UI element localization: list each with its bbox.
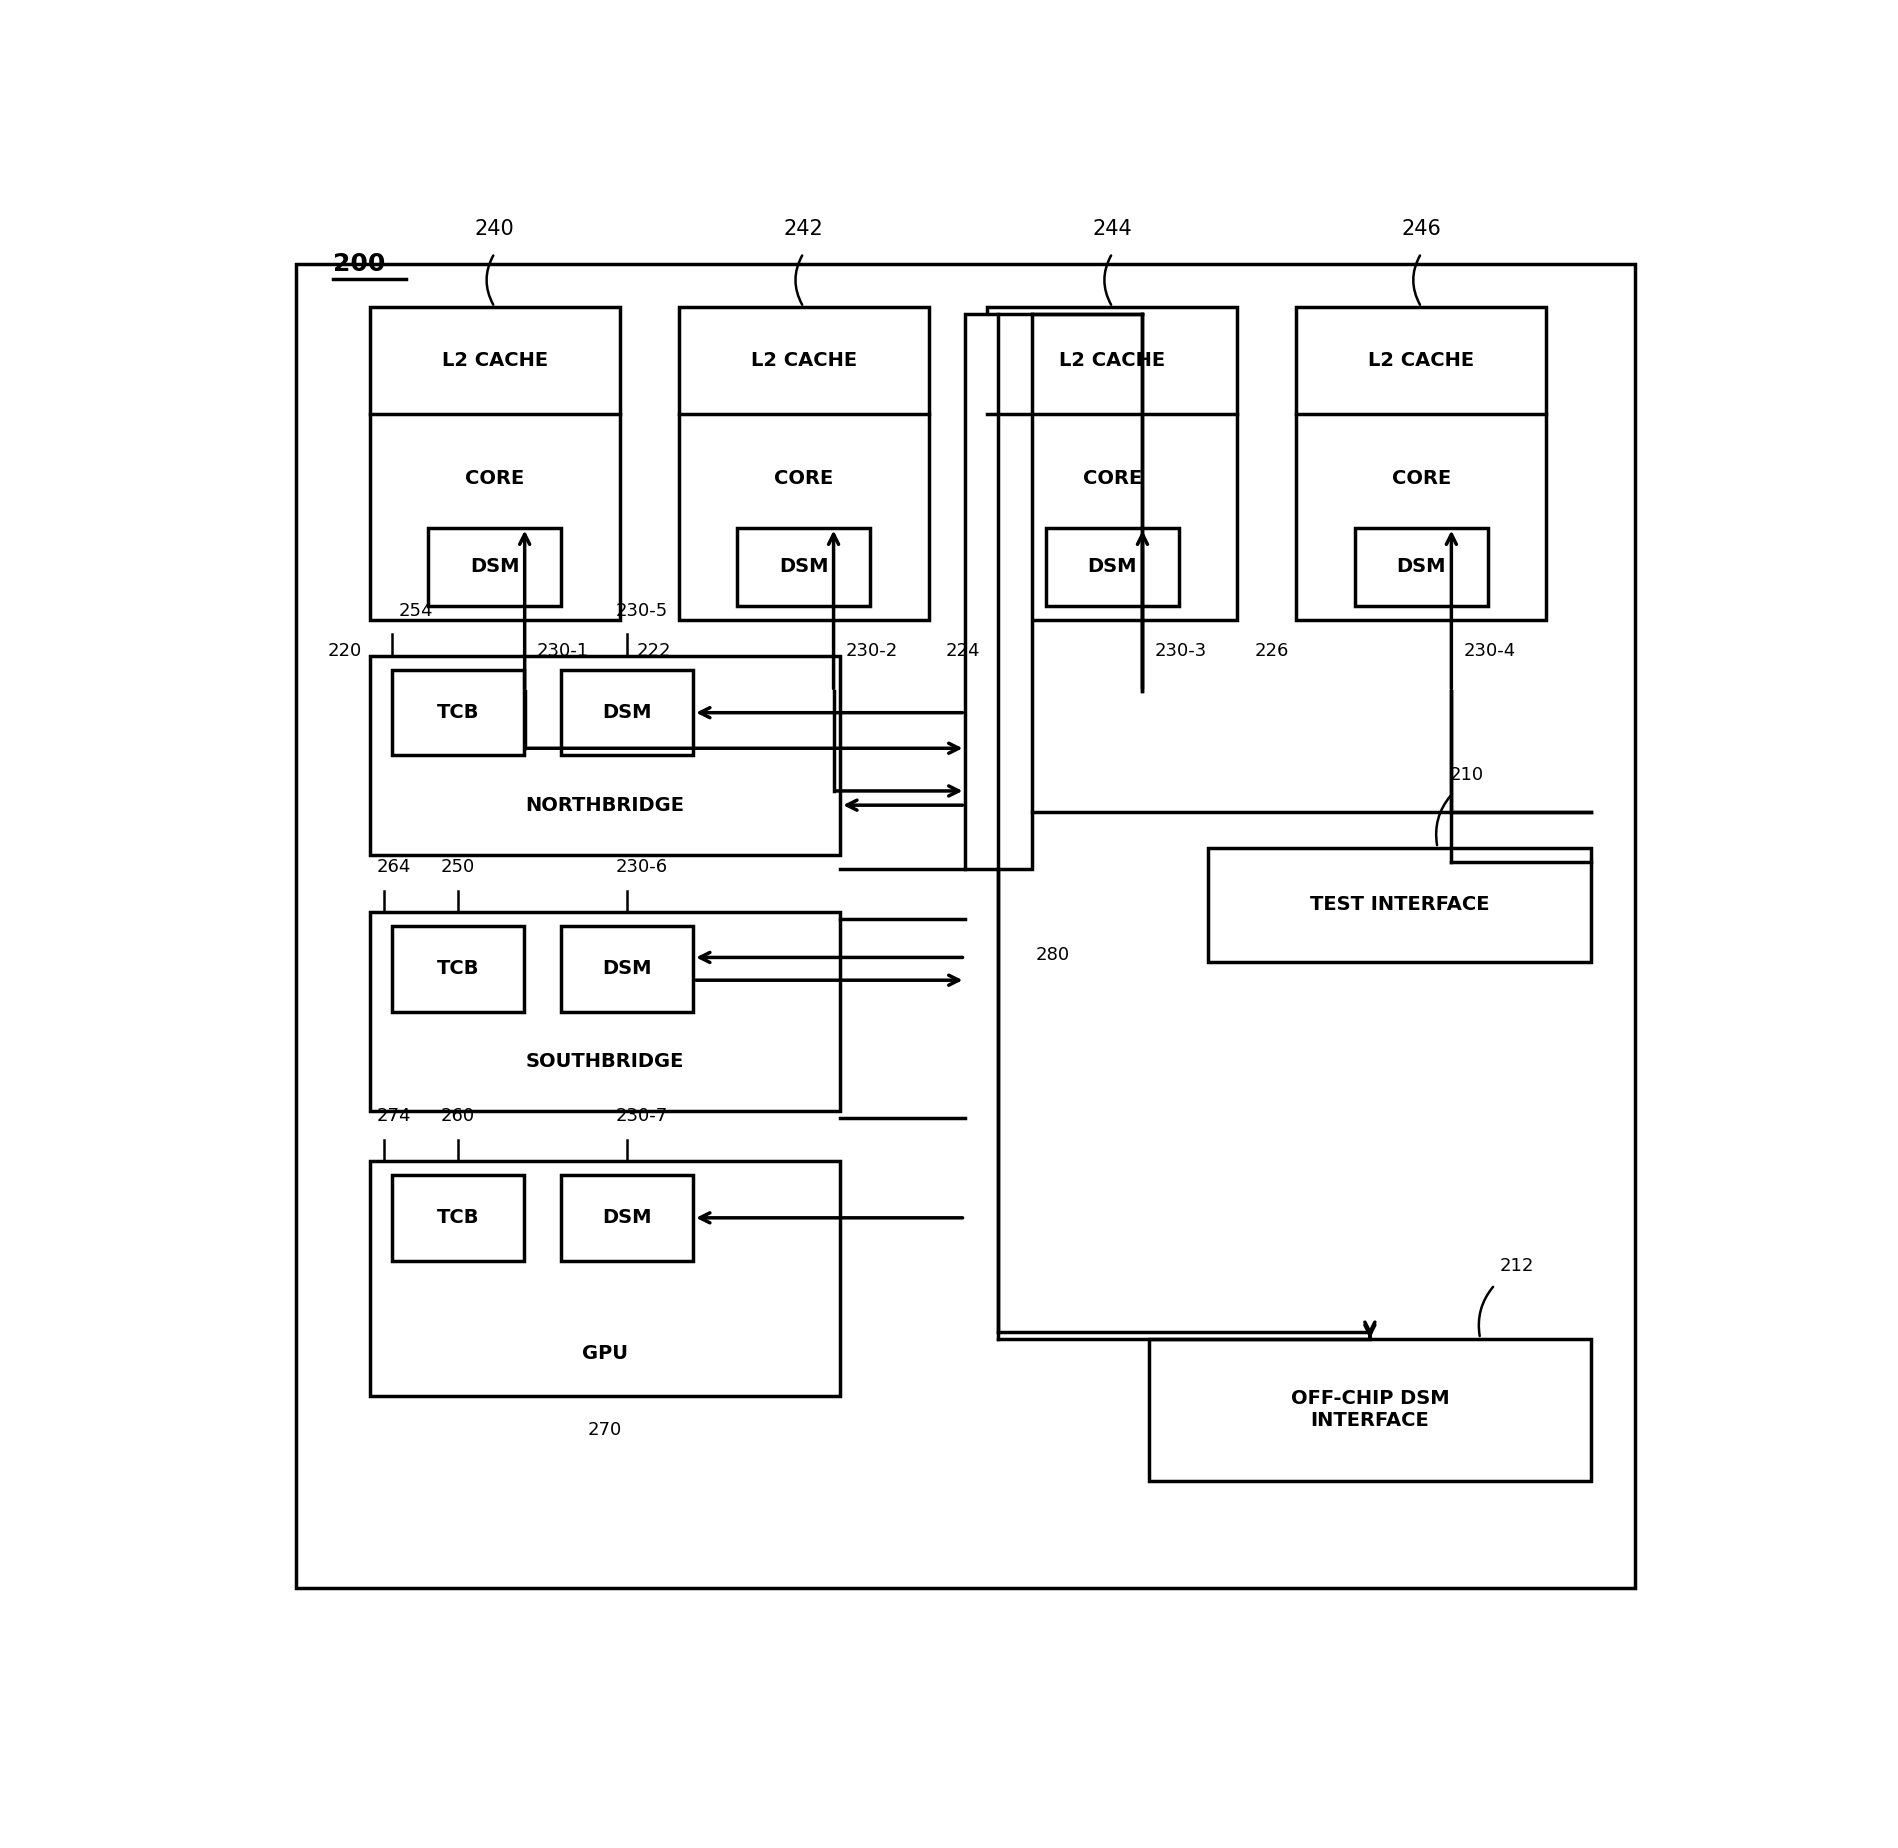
Text: DSM: DSM [1088, 558, 1137, 577]
Text: CORE: CORE [1391, 469, 1450, 488]
Text: TCB: TCB [437, 1209, 478, 1227]
Text: CORE: CORE [1084, 469, 1143, 488]
Text: 270: 270 [588, 1421, 623, 1440]
Text: 254: 254 [399, 602, 433, 621]
Bar [987, 307, 1237, 621]
Text: 230-6: 230-6 [615, 857, 668, 876]
Text: 220: 220 [328, 641, 363, 660]
Bar [966, 314, 1033, 869]
Text: GPU: GPU [583, 1343, 628, 1362]
Bar [736, 529, 869, 606]
Text: TCB: TCB [437, 704, 478, 723]
Text: DSM: DSM [471, 558, 520, 577]
Text: L2 CACHE: L2 CACHE [442, 351, 549, 370]
Bar [679, 307, 928, 621]
Bar [1355, 529, 1488, 606]
Text: L2 CACHE: L2 CACHE [750, 351, 856, 370]
Text: 224: 224 [945, 641, 979, 660]
Text: 240: 240 [474, 218, 514, 238]
Text: 280: 280 [1034, 946, 1069, 963]
Bar [1148, 1338, 1591, 1480]
Text: 200: 200 [332, 251, 385, 275]
Text: 260: 260 [440, 1107, 474, 1125]
Text: TCB: TCB [437, 959, 478, 978]
Text: 230-3: 230-3 [1154, 641, 1207, 660]
Text: SOUTHBRIDGE: SOUTHBRIDGE [526, 1052, 683, 1070]
Text: 264: 264 [378, 857, 412, 876]
Text: NORTHBRIDGE: NORTHBRIDGE [526, 796, 685, 815]
Text: DSM: DSM [602, 1209, 651, 1227]
Text: DSM: DSM [602, 959, 651, 978]
Bar [1209, 848, 1591, 961]
Bar [1046, 529, 1179, 606]
Bar [370, 656, 841, 856]
Text: 250: 250 [440, 857, 474, 876]
Text: DSM: DSM [1397, 558, 1446, 577]
Text: DSM: DSM [602, 704, 651, 723]
Text: 222: 222 [636, 641, 672, 660]
Text: 246: 246 [1401, 218, 1441, 238]
Bar [1296, 307, 1547, 621]
Text: 242: 242 [784, 218, 824, 238]
Text: CORE: CORE [465, 469, 524, 488]
Bar [562, 671, 693, 756]
Text: 230-5: 230-5 [615, 602, 668, 621]
Text: 210: 210 [1450, 765, 1484, 784]
Text: CORE: CORE [774, 469, 833, 488]
Bar [370, 307, 619, 621]
Bar [391, 926, 524, 1011]
Text: 230-4: 230-4 [1463, 641, 1515, 660]
Text: 230-2: 230-2 [845, 641, 898, 660]
Text: DSM: DSM [778, 558, 828, 577]
Text: 226: 226 [1255, 641, 1289, 660]
Text: L2 CACHE: L2 CACHE [1059, 351, 1165, 370]
Bar [562, 926, 693, 1011]
Bar [391, 671, 524, 756]
Bar [370, 1161, 841, 1395]
Bar [562, 1175, 693, 1260]
Text: 230-1: 230-1 [537, 641, 588, 660]
Text: 230-7: 230-7 [615, 1107, 668, 1125]
Bar [429, 529, 562, 606]
Bar [391, 1175, 524, 1260]
Text: 212: 212 [1499, 1257, 1534, 1275]
Text: 244: 244 [1093, 218, 1133, 238]
Text: OFF-CHIP DSM
INTERFACE: OFF-CHIP DSM INTERFACE [1291, 1390, 1450, 1430]
Text: TEST INTERFACE: TEST INTERFACE [1310, 894, 1490, 915]
Bar [370, 911, 841, 1111]
Text: 274: 274 [378, 1107, 412, 1125]
Text: L2 CACHE: L2 CACHE [1368, 351, 1475, 370]
